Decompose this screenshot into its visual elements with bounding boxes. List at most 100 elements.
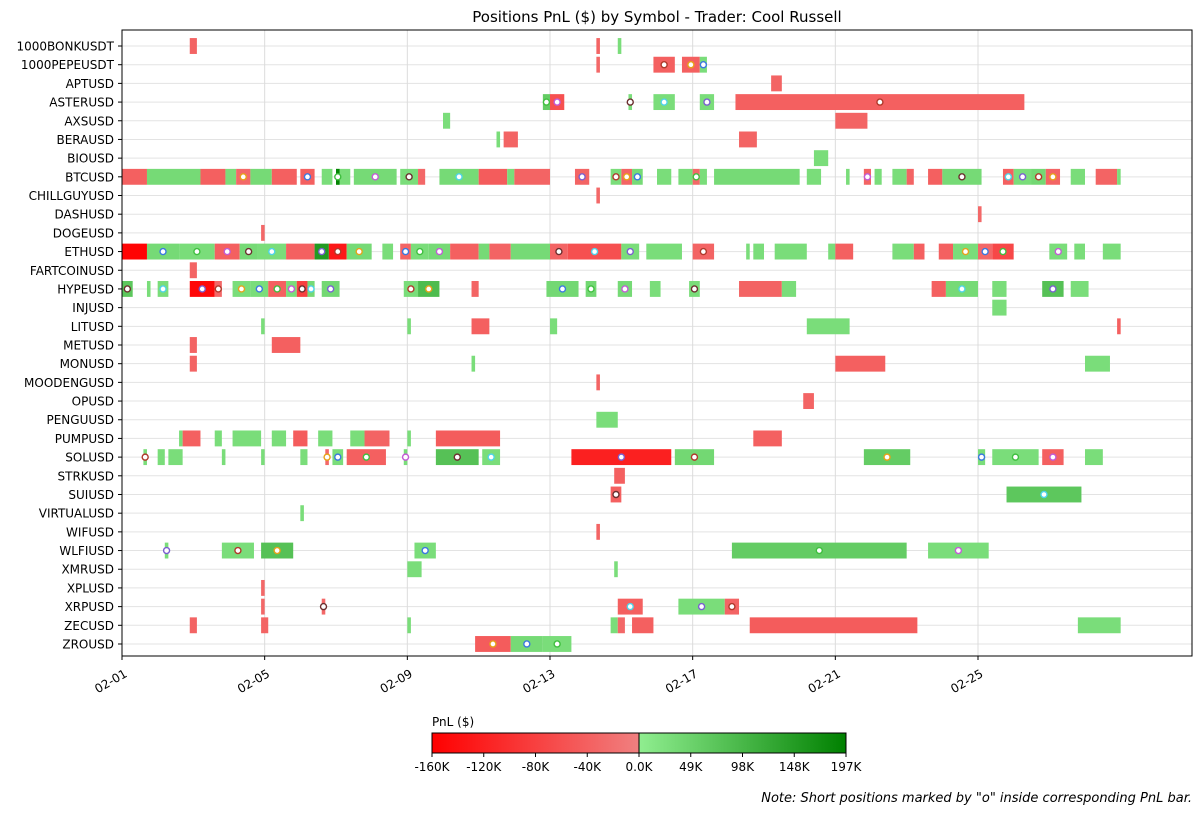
short-marker: [326, 285, 335, 293]
short-marker: [578, 173, 586, 181]
short-marker: [421, 546, 429, 555]
pnl-bar: [1077, 617, 1121, 634]
pnl-bar: [596, 187, 600, 204]
pnl-bar: [1085, 449, 1103, 466]
y-tick-label: SOLUSD: [65, 451, 114, 465]
pnl-bar: [232, 430, 262, 447]
short-marker: [273, 285, 281, 293]
y-tick-label: XRPUSD: [65, 600, 114, 614]
y-tick-label: INJUSD: [72, 301, 114, 315]
short-marker: [319, 602, 328, 611]
short-marker: [234, 546, 242, 555]
y-tick-label: BERAUSD: [56, 133, 114, 147]
short-marker: [244, 247, 253, 256]
pnl-bar: [1085, 355, 1110, 372]
pnl-bar: [200, 168, 226, 185]
short-marker: [362, 453, 371, 461]
pnl-bar: [1070, 168, 1085, 185]
short-marker: [617, 453, 626, 461]
pnl-bar: [261, 224, 265, 241]
short-marker: [728, 602, 736, 611]
short-marker: [405, 173, 413, 181]
short-marker: [435, 247, 444, 256]
pnl-bar: [122, 168, 147, 185]
pnl-bar: [1102, 243, 1121, 260]
short-marker: [587, 285, 595, 293]
pnl-bar: [271, 337, 301, 353]
y-tick-label: PUMPUSD: [55, 432, 114, 446]
short-marker: [660, 98, 668, 106]
pnl-bar: [146, 168, 201, 185]
short-marker: [1034, 173, 1043, 181]
y-tick-label: APTUSD: [66, 77, 114, 91]
pnl-bar: [803, 393, 814, 410]
y-tick-label: FARTCOINUSD: [30, 264, 114, 278]
pnl-bar: [771, 75, 782, 92]
pnl-bar: [746, 243, 750, 260]
y-tick-label: ZECUSD: [64, 619, 114, 633]
pnl-bar: [300, 505, 304, 522]
y-tick-label: XMRUSD: [61, 563, 114, 577]
pnl-bar: [806, 318, 850, 335]
pnl-chart: Positions PnL ($) by Symbol - Trader: Co…: [17, 8, 1193, 774]
x-tick-label: 02-05: [235, 666, 272, 696]
short-marker: [303, 173, 312, 181]
pnl-bar: [874, 168, 882, 185]
short-marker: [692, 173, 700, 181]
short-marker: [626, 247, 634, 256]
pnl-bar: [168, 449, 183, 466]
short-marker: [453, 453, 461, 461]
pnl-bar: [846, 168, 850, 185]
pnl-bar: [835, 243, 854, 260]
pnl-bar: [407, 617, 411, 634]
colorbar-tick-label: -40K: [574, 760, 603, 774]
short-marker: [981, 247, 989, 256]
pnl-bar: [928, 168, 943, 185]
y-tick-label: ZROUSD: [62, 637, 114, 651]
y-tick-label: CHILLGUYUSD: [29, 189, 114, 203]
pnl-bar: [407, 318, 411, 335]
chart-title: Positions PnL ($) by Symbol - Trader: Co…: [472, 8, 841, 26]
short-marker: [626, 98, 634, 106]
y-tick-label: XPLUSD: [67, 581, 114, 595]
pnl-bar: [271, 168, 297, 185]
short-marker: [401, 247, 410, 256]
pnl-bar: [179, 430, 183, 447]
short-marker: [1018, 173, 1027, 181]
pnl-bar: [489, 243, 511, 260]
short-marker: [621, 285, 629, 293]
pnl-bar: [596, 523, 600, 540]
short-marker: [542, 98, 551, 106]
y-tick-label: BTCUSD: [65, 170, 114, 184]
short-marker: [863, 173, 872, 181]
pnl-bar: [646, 243, 682, 260]
y-tick-label: ASTERUSD: [49, 96, 114, 110]
pnl-bar: [443, 112, 451, 129]
short-marker: [590, 247, 599, 256]
pnl-bar: [596, 411, 618, 428]
pnl-bar: [350, 430, 365, 447]
short-marker: [334, 453, 342, 461]
short-marker: [622, 173, 631, 181]
pnl-bar: [617, 617, 625, 634]
short-marker: [1049, 453, 1057, 461]
pnl-bar: [678, 168, 693, 185]
short-marker: [334, 247, 342, 256]
y-tick-label: WIFUSD: [66, 525, 114, 539]
pnl-bar: [261, 449, 265, 466]
short-marker: [255, 285, 264, 293]
short-marker: [1049, 173, 1057, 181]
short-marker: [612, 490, 620, 499]
y-tick-label: BIOUSD: [67, 152, 114, 166]
pnl-bar: [496, 131, 501, 148]
pnl-bar: [892, 168, 907, 185]
plot-frame: [121, 29, 1193, 657]
colorbar-label: PnL ($): [432, 715, 474, 729]
y-tick-label: HYPEUSD: [57, 282, 114, 296]
pnl-bar: [1095, 168, 1118, 185]
pnl-bar: [596, 374, 600, 391]
pnl-bar: [699, 168, 707, 185]
pnl-bar: [189, 355, 197, 372]
pnl-bar: [261, 318, 265, 335]
pnl-bar: [617, 38, 622, 54]
